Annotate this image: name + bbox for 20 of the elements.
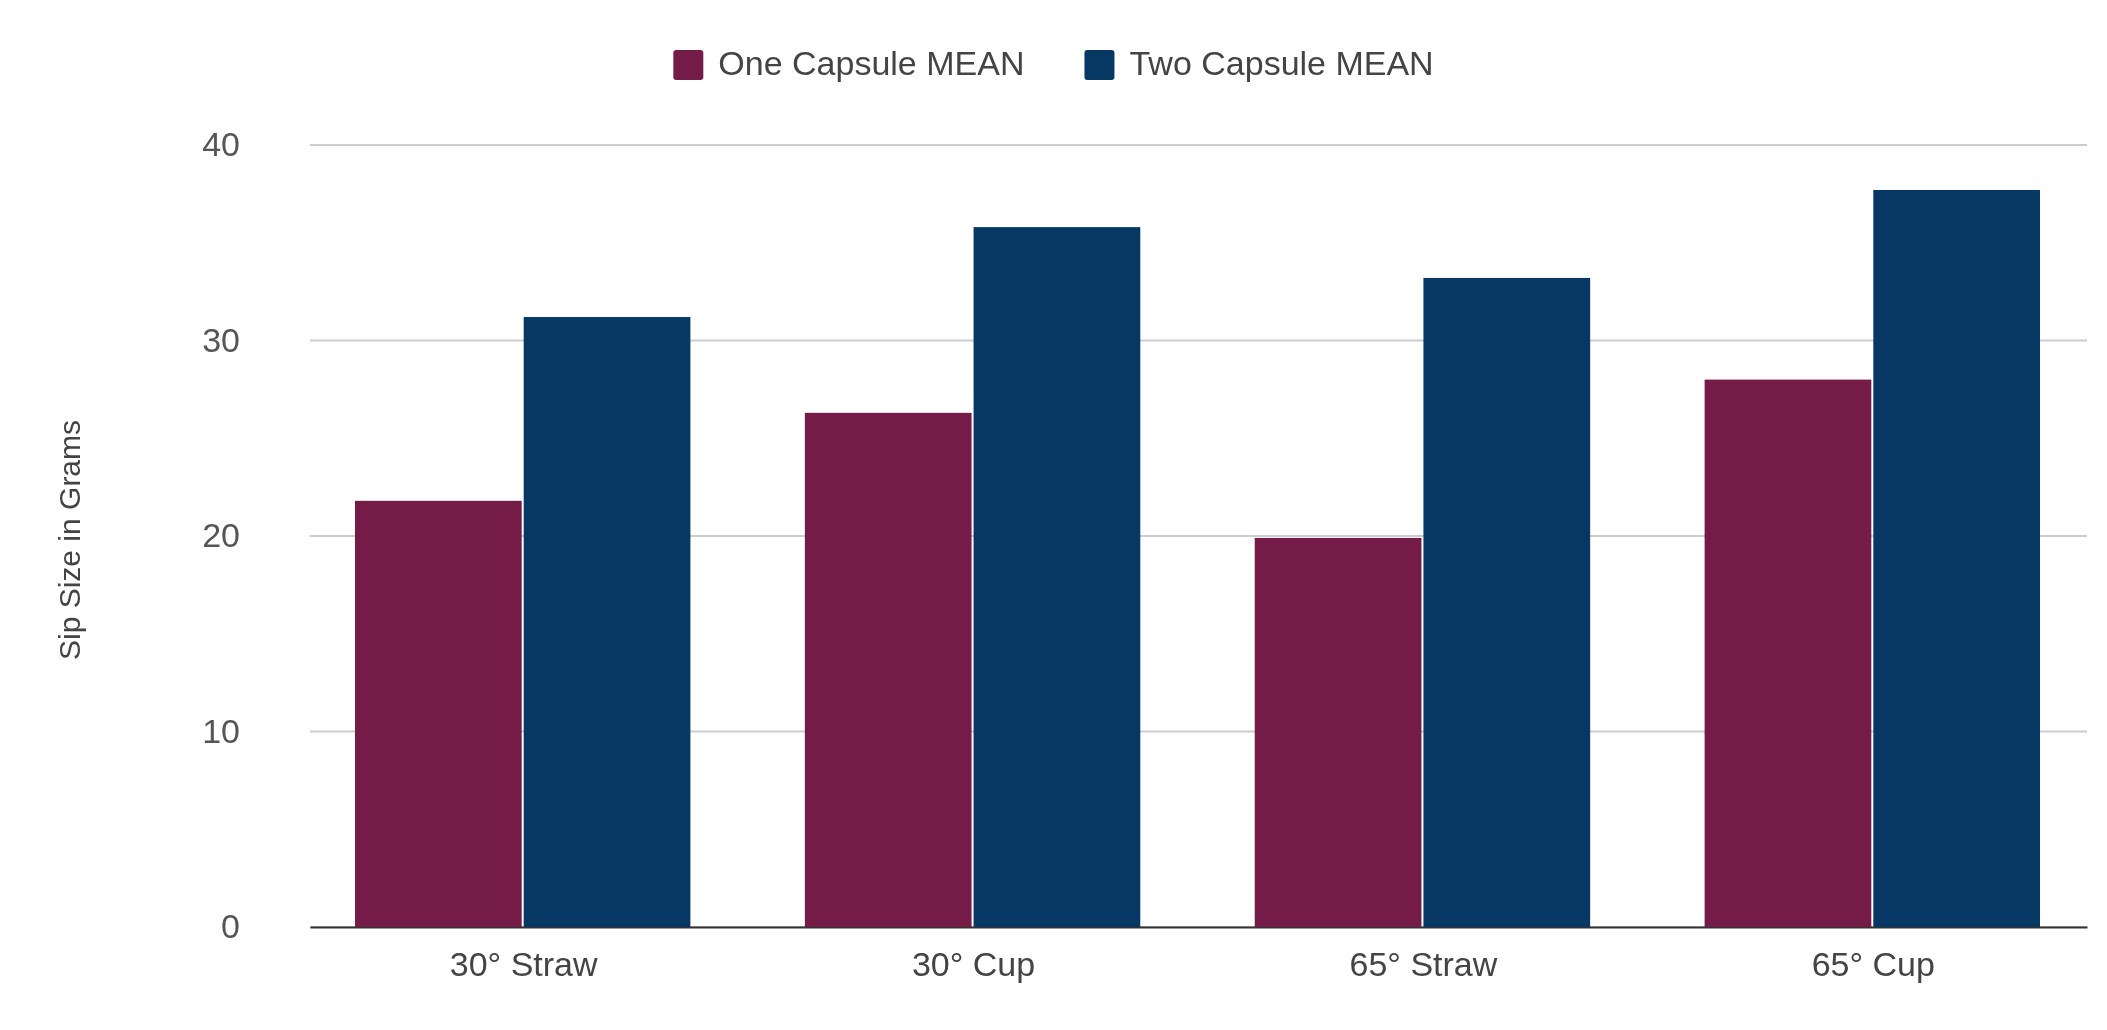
legend-label: One Capsule MEAN: [718, 44, 1025, 82]
x-tick-label: 65° Cup: [1811, 945, 1935, 984]
x-tick-label: 30° Straw: [449, 945, 599, 984]
bar: [354, 500, 522, 927]
y-tick-label: 40: [202, 125, 240, 164]
y-tick-label: 20: [202, 516, 240, 555]
legend-label: Two Capsule MEAN: [1129, 44, 1434, 82]
bar: [523, 317, 691, 927]
x-tick-label: 65° Straw: [1349, 945, 1498, 984]
bar: [1704, 379, 1872, 927]
y-tick-label: 0: [221, 907, 240, 946]
y-axis-title: Sip Size in Grams: [53, 419, 86, 661]
y-tick-label: 30: [202, 320, 240, 359]
bar: [1423, 277, 1591, 927]
bar: [804, 412, 972, 927]
bar: [1254, 537, 1422, 927]
x-tick-label: 30° Cup: [911, 945, 1036, 984]
y-tick-label: 10: [202, 711, 240, 750]
bar: [1873, 189, 2041, 927]
bar: [973, 227, 1141, 927]
